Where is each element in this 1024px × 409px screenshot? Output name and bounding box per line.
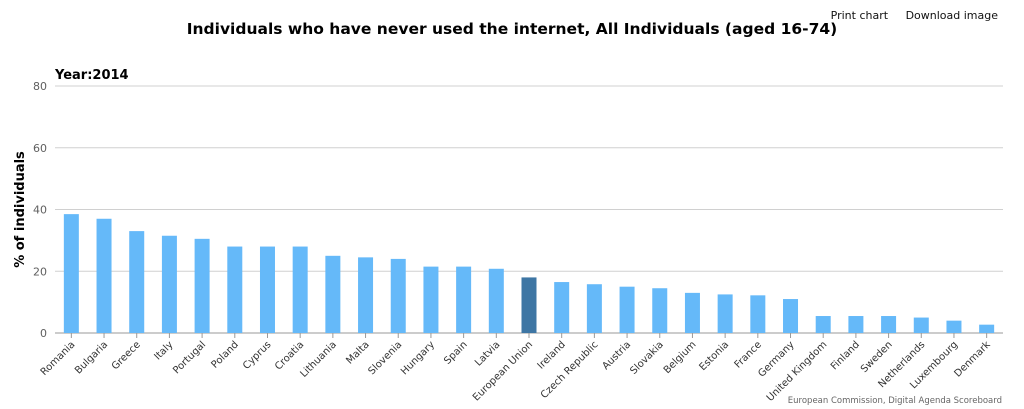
bar [129,231,145,333]
x-tick-label: Slovenia [366,339,404,377]
bar [292,246,308,333]
x-tick-label: Italy [152,339,175,362]
bar [358,257,374,333]
download-image-button[interactable]: Download image [905,9,998,22]
bar [227,246,243,333]
bar [652,288,668,333]
bar [194,238,210,333]
bar [750,295,766,333]
x-tick-label: Malta [344,339,371,366]
bar [815,316,831,333]
x-tick-label: Cyprus [241,339,273,371]
bar [325,255,341,333]
bar [63,214,79,333]
x-tick-label: Estonia [697,339,731,373]
x-tick-label: Spain [442,339,470,367]
x-tick-label: United Kingdom [765,339,830,404]
bar [521,277,537,333]
y-tick-label: 60 [33,142,47,155]
y-tick-label: 20 [33,265,47,278]
print-chart-button[interactable]: Print chart [830,9,889,22]
x-tick-label: Greece [110,339,143,372]
bar [881,316,897,333]
bar [554,282,570,333]
x-tick-label: Czech Republic [539,339,601,401]
chart-title: Individuals who have never used the inte… [186,20,838,38]
x-tick-label: Austria [600,339,633,372]
bar [423,266,439,333]
x-tick-label: Belgium [662,339,699,376]
x-tick-label: Poland [210,339,241,370]
x-tick-label: Bulgaria [73,339,110,376]
x-tick-label: France [733,339,764,370]
bar [390,258,406,333]
x-tick-label: European Union [471,339,535,403]
y-tick-label: 40 [33,204,47,217]
x-tick-label: Finland [829,339,862,372]
y-axis-title: % of individuals [13,151,28,268]
x-tick-label: Ireland [536,339,568,371]
x-tick-label: Romania [39,339,78,378]
bar [161,235,177,333]
bar [488,268,504,333]
y-tick-label: 0 [40,327,47,340]
chart-credits: European Commission, Digital Agenda Scor… [787,396,1002,406]
bar [717,294,733,333]
bar [96,218,112,333]
x-tick-label: Portugal [171,339,208,376]
bar [456,266,472,333]
bar [783,299,799,333]
bar [586,284,602,333]
bar [979,324,995,333]
chart-toolbar: Print chart Download image [817,9,998,22]
x-tick-label: Slovakia [628,339,665,376]
bar [946,320,962,333]
x-tick-label: Latvia [473,339,502,368]
bar [913,317,929,333]
x-tick-label: Croatia [273,339,306,372]
y-tick-label: 80 [33,80,47,93]
chart-subtitle: Year:2014 [55,68,129,83]
bar [259,246,275,333]
bar [619,286,635,333]
bar [848,316,864,333]
bar [684,292,700,333]
x-tick-label: Denmark [952,339,992,379]
x-tick-label: Hungary [399,339,437,377]
